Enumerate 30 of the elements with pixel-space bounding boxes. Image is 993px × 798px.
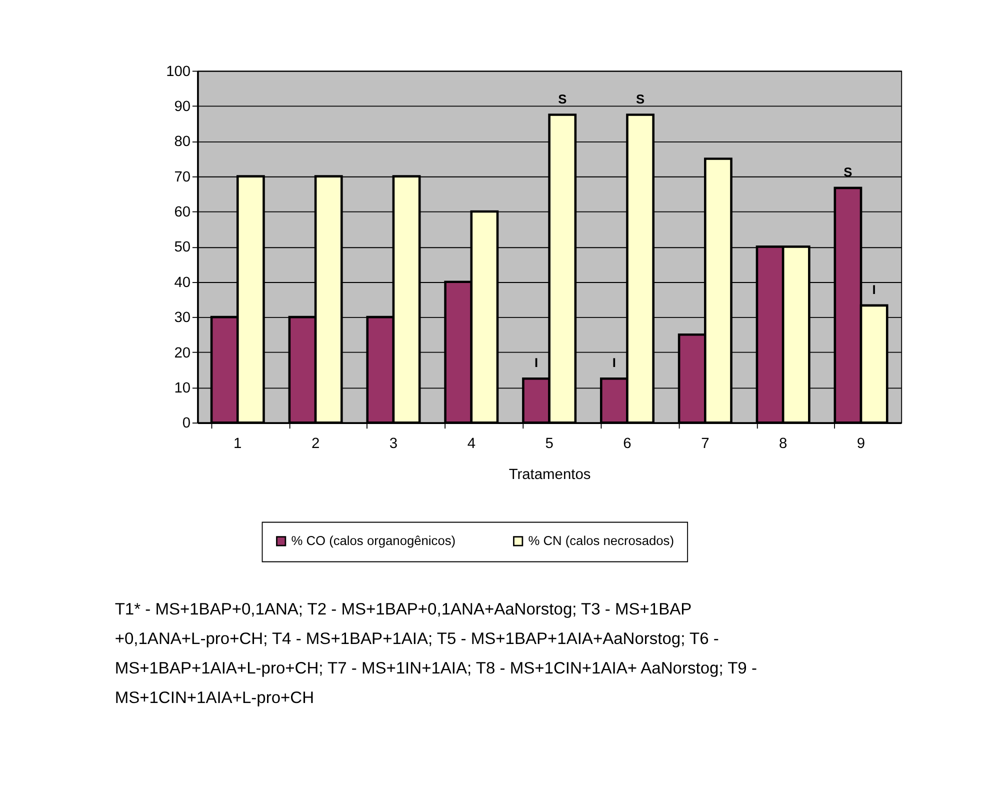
y-tick-label: 30 xyxy=(174,310,191,326)
text: T1* - MS+1BAP+0,1ANA; T2 - MS+1BAP+0,1ANA+AaNorstog; T3 - MS+1BAP +0,1ANA+L-pro+CH; T4 - MS+1BAP+1AIA; T5 - MS+1BAP+1AIA+AaNorstog; T6 - MS+1BAP+1AIA+L-pro+CH; T7 - MS+1IN+1AIA; T8 - MS+1CIN+1AIA+ AaNorstog; T9 - MS+1CIN+1AIA+L-pro+CH xyxy=(114,600,757,707)
x-tick-label: 3 xyxy=(389,436,398,452)
x-tick-label: 2 xyxy=(311,436,320,452)
annotation: I xyxy=(872,282,876,297)
annotation: I xyxy=(534,355,538,370)
y-tick-label: 40 xyxy=(174,274,191,291)
x-tick-label: 1 xyxy=(234,436,242,452)
legend-label: % CO (calos organogênicos) xyxy=(291,532,456,548)
y-tick-label: 90 xyxy=(174,99,191,116)
y-tick-label: 60 xyxy=(174,204,191,221)
y-tick-label: 50 xyxy=(174,240,191,256)
annotation: S xyxy=(636,91,646,106)
annotation: S xyxy=(844,164,853,180)
annotation: I xyxy=(612,355,616,370)
y-tick-label: 70 xyxy=(174,169,191,186)
x-axis-title: Tratamentos xyxy=(508,467,591,484)
y-tick-label: 100 xyxy=(166,64,191,80)
y-tick-label: 80 xyxy=(174,134,191,150)
x-tick-label: 5 xyxy=(545,436,554,452)
x-tick-label: 6 xyxy=(623,436,632,452)
x-tick-label: 7 xyxy=(701,436,710,452)
x-tick-label: 8 xyxy=(779,436,788,452)
x-tick-label: 9 xyxy=(856,436,866,452)
legend-label: % CN (calos necrosados) xyxy=(528,532,674,548)
y-tick-label: 10 xyxy=(174,380,191,396)
y-tick-label: 20 xyxy=(174,345,191,362)
y-tick-label: 0 xyxy=(182,416,191,432)
x-tick-label: 4 xyxy=(467,436,476,452)
annotation: S xyxy=(558,91,568,106)
